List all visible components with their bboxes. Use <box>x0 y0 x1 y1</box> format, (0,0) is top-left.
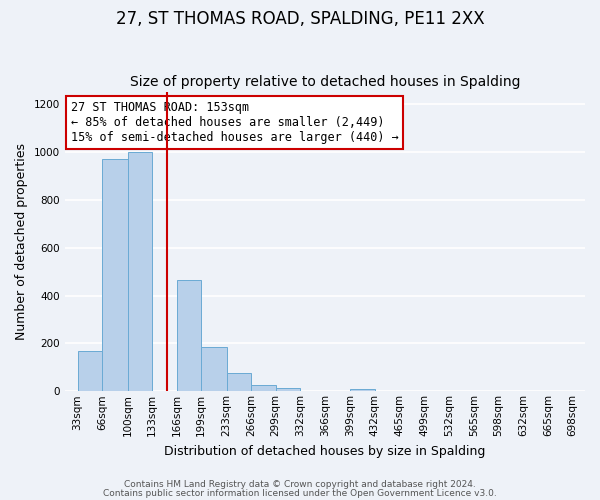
Bar <box>227 374 251 392</box>
Text: 27, ST THOMAS ROAD, SPALDING, PE11 2XX: 27, ST THOMAS ROAD, SPALDING, PE11 2XX <box>116 10 484 28</box>
Bar <box>102 159 128 392</box>
Bar <box>128 152 152 392</box>
Bar <box>251 386 275 392</box>
Bar <box>275 388 300 392</box>
Text: 27 ST THOMAS ROAD: 153sqm
← 85% of detached houses are smaller (2,449)
15% of se: 27 ST THOMAS ROAD: 153sqm ← 85% of detac… <box>71 101 398 144</box>
Bar <box>176 280 201 392</box>
Bar <box>201 347 227 392</box>
Bar <box>350 389 374 392</box>
Text: Contains public sector information licensed under the Open Government Licence v3: Contains public sector information licen… <box>103 490 497 498</box>
Y-axis label: Number of detached properties: Number of detached properties <box>15 143 28 340</box>
Title: Size of property relative to detached houses in Spalding: Size of property relative to detached ho… <box>130 76 520 90</box>
Text: Contains HM Land Registry data © Crown copyright and database right 2024.: Contains HM Land Registry data © Crown c… <box>124 480 476 489</box>
Bar <box>77 350 102 392</box>
X-axis label: Distribution of detached houses by size in Spalding: Distribution of detached houses by size … <box>164 444 486 458</box>
